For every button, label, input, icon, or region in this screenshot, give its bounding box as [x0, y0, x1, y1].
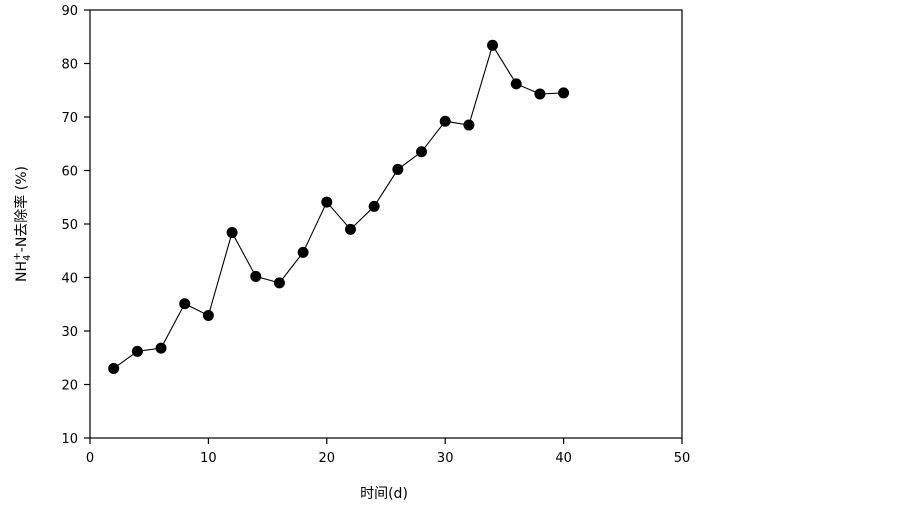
y-tick-label: 70 — [61, 111, 78, 126]
data-point — [439, 115, 451, 127]
data-point — [344, 223, 356, 235]
x-axis-title: 时间(d) — [360, 486, 408, 502]
data-point — [297, 246, 309, 258]
data-point — [250, 270, 262, 282]
y-tick-label: 40 — [61, 272, 78, 287]
data-point — [226, 227, 238, 239]
y-tick-label: 90 — [61, 4, 78, 19]
data-point — [321, 196, 333, 208]
data-point — [416, 146, 428, 158]
data-point — [179, 298, 191, 310]
y-axis-title-superscript: + — [12, 252, 23, 260]
y-axis-title-prefix: NH — [14, 261, 30, 282]
y-tick-label: 50 — [61, 218, 78, 233]
data-point — [368, 200, 380, 212]
x-tick-label: 30 — [437, 451, 454, 466]
data-points — [108, 39, 570, 374]
y-axis-title: NH4+-N去除率 (%) — [12, 166, 33, 282]
x-tick-label: 10 — [200, 451, 217, 466]
y-tick-label: 60 — [61, 165, 78, 180]
data-point — [487, 39, 499, 51]
y-tick-label: 20 — [61, 379, 78, 394]
x-axis-ticks: 0 10 20 30 40 50 — [86, 438, 690, 466]
y-tick-label: 80 — [61, 58, 78, 73]
plot-frame — [89, 9, 683, 439]
y-axis-title-suffix: -N去除率 (%) — [13, 166, 30, 252]
data-point — [273, 277, 285, 289]
data-point — [558, 87, 570, 99]
x-tick-label: 50 — [674, 451, 691, 466]
data-point — [155, 342, 167, 354]
x-tick-label: 0 — [86, 451, 94, 466]
y-axis-title-subscript: 4 — [22, 255, 33, 261]
data-point — [392, 163, 404, 175]
x-tick-label: 20 — [319, 451, 336, 466]
series-line — [113, 43, 564, 369]
y-axis-ticks: 10 20 30 40 50 60 70 80 90 — [61, 4, 90, 447]
data-point — [108, 362, 120, 374]
y-tick-label: 30 — [61, 325, 78, 340]
x-tick-label: 40 — [555, 451, 572, 466]
data-point — [463, 119, 475, 131]
data-point — [534, 88, 546, 100]
y-tick-label: 10 — [61, 432, 78, 447]
data-point — [202, 309, 214, 321]
data-point — [131, 345, 143, 357]
data-point — [510, 78, 522, 90]
